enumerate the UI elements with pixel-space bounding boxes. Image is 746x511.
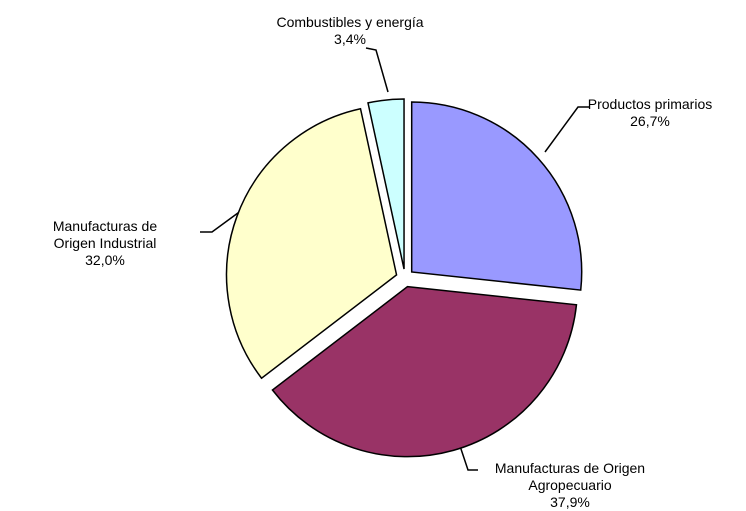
leader-line [544, 106, 590, 153]
leader-line [365, 47, 389, 93]
leader-line [457, 439, 478, 471]
data-label: Manufacturas de Origen Industrial 32,0% [5, 218, 205, 269]
category-name: Manufacturas de Origen Agropecuario [494, 460, 646, 493]
leader-line [200, 209, 243, 233]
value-label: 3,4% [334, 31, 366, 47]
data-label: Productos primarios 26,7% [560, 96, 740, 130]
pie-slice [271, 285, 578, 458]
pie-slice [367, 98, 405, 270]
value-label: 26,7% [630, 113, 670, 129]
data-label: Manufacturas de Origen Agropecuario 37,9% [460, 460, 680, 511]
pie-slice [410, 101, 583, 291]
leader-lines [200, 47, 590, 471]
value-label: 32,0% [85, 252, 125, 268]
category-name: Productos primarios [587, 96, 713, 112]
value-label: 37,9% [550, 494, 590, 510]
data-label: Combustibles y energía 3,4% [245, 14, 455, 48]
category-name: Manufacturas de Origen Industrial [52, 218, 158, 251]
category-name: Combustibles y energía [276, 14, 424, 30]
pie-slice [225, 107, 398, 380]
